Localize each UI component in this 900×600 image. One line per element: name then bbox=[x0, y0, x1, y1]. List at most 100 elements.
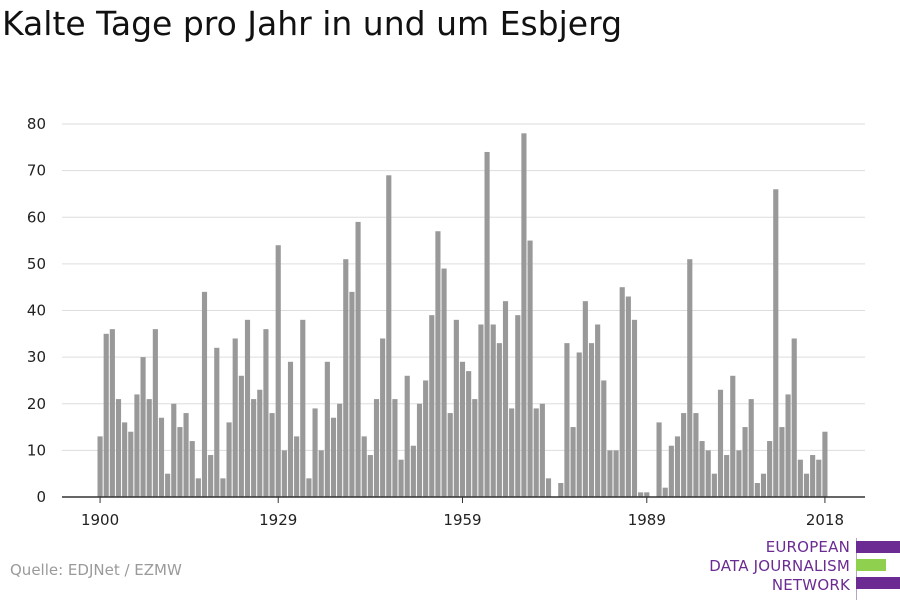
bar bbox=[122, 422, 128, 497]
bar bbox=[251, 399, 257, 497]
bar bbox=[318, 450, 324, 497]
bar bbox=[103, 333, 109, 497]
bar bbox=[527, 240, 533, 497]
logo-bar-green bbox=[856, 559, 886, 571]
bar bbox=[109, 329, 115, 497]
bar bbox=[398, 459, 404, 497]
y-tick-label: 30 bbox=[27, 348, 46, 366]
bar bbox=[416, 403, 423, 497]
bar bbox=[306, 478, 312, 497]
x-tick-label: 1900 bbox=[81, 511, 119, 529]
logo-line-2: DATA JOURNALISM bbox=[709, 557, 850, 575]
bar bbox=[545, 478, 552, 497]
bar bbox=[300, 319, 306, 497]
bar bbox=[189, 441, 195, 497]
bar bbox=[441, 268, 447, 497]
bar bbox=[797, 459, 803, 497]
bar bbox=[459, 361, 466, 497]
bar bbox=[558, 483, 564, 497]
bar bbox=[183, 413, 189, 497]
bar bbox=[158, 417, 165, 497]
y-tick-label: 50 bbox=[27, 255, 46, 273]
bar bbox=[453, 319, 459, 497]
bar bbox=[281, 450, 287, 497]
bar bbox=[392, 399, 398, 497]
bar bbox=[681, 413, 687, 497]
bar bbox=[97, 436, 103, 497]
bar bbox=[429, 315, 435, 497]
bar bbox=[730, 375, 736, 497]
bar bbox=[404, 375, 410, 497]
logo-bar-purple-bottom bbox=[856, 577, 900, 589]
bar bbox=[355, 221, 361, 497]
bar bbox=[263, 329, 269, 497]
bar bbox=[115, 399, 122, 497]
bar bbox=[238, 375, 244, 497]
bar bbox=[435, 231, 441, 498]
bar bbox=[380, 338, 386, 497]
y-tick-label: 80 bbox=[27, 115, 46, 133]
bar bbox=[509, 408, 515, 497]
bar bbox=[275, 245, 281, 497]
logo-line-3: NETWORK bbox=[771, 576, 850, 594]
x-tick-label: 2018 bbox=[806, 511, 844, 529]
bar bbox=[146, 399, 152, 497]
bar bbox=[447, 413, 453, 497]
bar bbox=[533, 408, 539, 497]
bar bbox=[668, 445, 674, 497]
bar bbox=[687, 259, 693, 497]
y-tick-label: 60 bbox=[27, 208, 46, 226]
bar bbox=[373, 399, 380, 497]
bar bbox=[791, 338, 797, 497]
bar bbox=[625, 296, 631, 497]
bar bbox=[257, 389, 263, 497]
bar bbox=[330, 417, 337, 497]
bar bbox=[754, 483, 760, 497]
bar bbox=[810, 455, 816, 497]
bar bbox=[717, 389, 724, 497]
bar bbox=[423, 380, 429, 497]
bar bbox=[613, 450, 619, 497]
bar bbox=[171, 403, 177, 497]
bar bbox=[324, 361, 330, 497]
bar bbox=[601, 380, 607, 497]
bar bbox=[693, 413, 699, 497]
y-tick-label: 70 bbox=[27, 162, 46, 180]
bar bbox=[472, 399, 478, 497]
bar bbox=[619, 287, 625, 497]
bar bbox=[724, 455, 730, 497]
bar bbox=[244, 319, 251, 497]
bar bbox=[674, 436, 681, 497]
bar bbox=[349, 291, 355, 497]
y-tick-label: 40 bbox=[27, 302, 46, 320]
bar bbox=[773, 189, 779, 497]
bar bbox=[337, 403, 343, 497]
bar bbox=[570, 427, 576, 497]
y-axis-ticks: 0 10 20 30 40 50 60 70 80 bbox=[27, 115, 46, 506]
logo-line-1: EUROPEAN bbox=[765, 538, 850, 556]
bar bbox=[742, 427, 748, 497]
bar bbox=[779, 427, 785, 497]
bar bbox=[607, 450, 613, 497]
bar bbox=[287, 361, 294, 497]
bar bbox=[152, 329, 158, 497]
bar bbox=[361, 436, 367, 497]
bar bbox=[582, 301, 588, 497]
bar bbox=[699, 441, 705, 497]
bar bbox=[576, 352, 582, 497]
y-tick-label: 10 bbox=[27, 441, 46, 459]
bars bbox=[97, 133, 828, 498]
bar bbox=[521, 133, 527, 497]
bar bbox=[736, 450, 742, 497]
bar bbox=[631, 319, 638, 497]
bar bbox=[165, 473, 171, 497]
bar bbox=[588, 343, 595, 497]
bar bbox=[803, 473, 810, 497]
bar bbox=[140, 357, 146, 497]
bar bbox=[220, 478, 226, 497]
bar bbox=[644, 492, 650, 497]
bar bbox=[785, 394, 791, 497]
bar bbox=[208, 455, 214, 497]
logo-bar-purple-top bbox=[856, 541, 900, 553]
